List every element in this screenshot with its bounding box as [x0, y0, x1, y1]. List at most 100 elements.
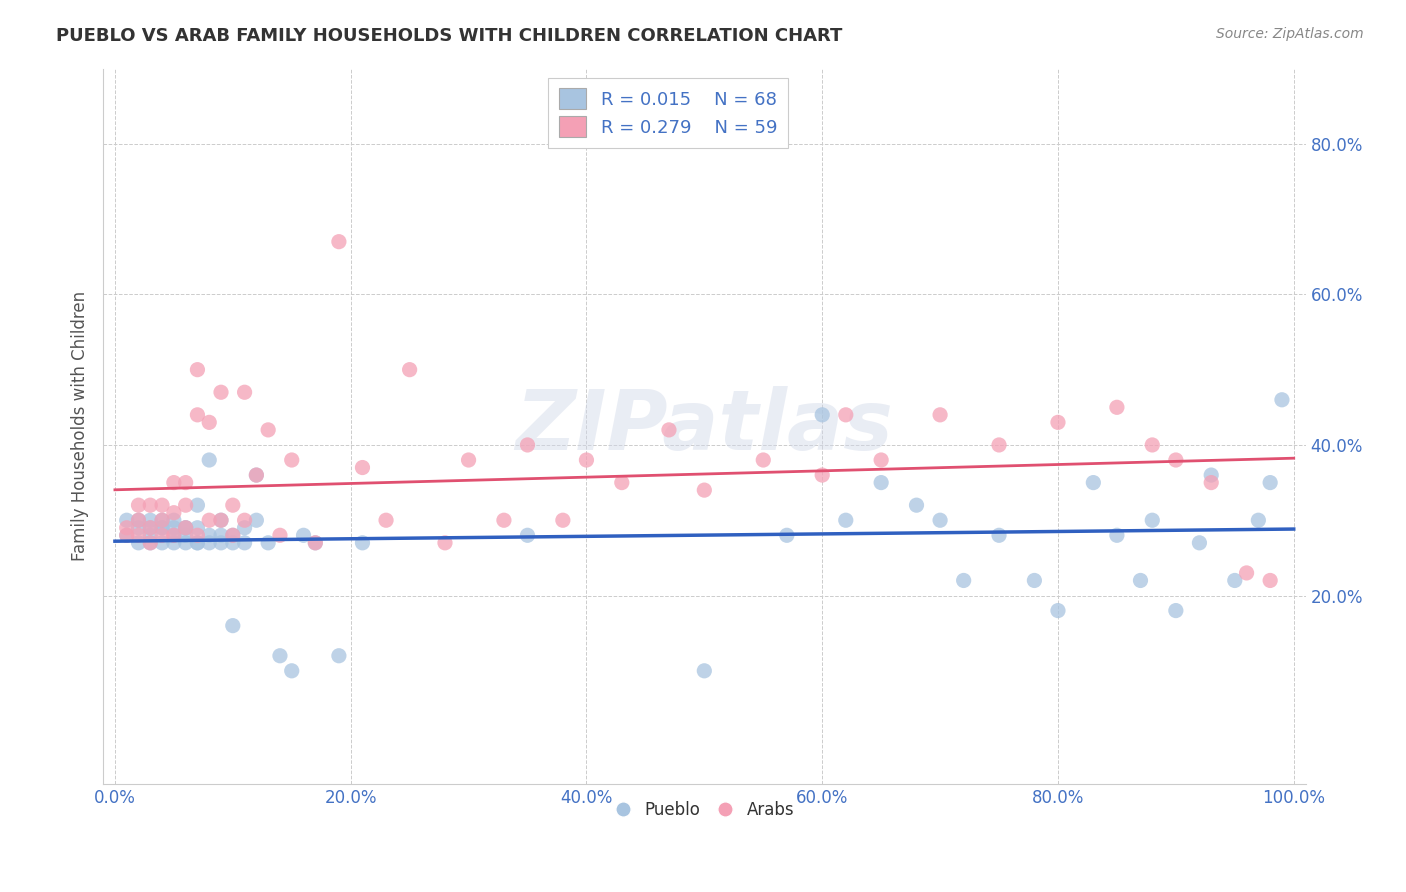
Point: [150, 513, 173, 527]
Point: [457, 453, 479, 467]
Point: [492, 513, 515, 527]
Point: [222, 528, 245, 542]
Point: [115, 521, 138, 535]
Point: [1199, 475, 1222, 490]
Point: [292, 528, 315, 542]
Point: [1142, 438, 1164, 452]
Point: [1142, 513, 1164, 527]
Point: [352, 536, 374, 550]
Y-axis label: Family Households with Children: Family Households with Children: [72, 291, 89, 561]
Point: [198, 513, 221, 527]
Point: [1164, 453, 1187, 467]
Point: [352, 460, 374, 475]
Point: [752, 453, 775, 467]
Point: [1188, 536, 1211, 550]
Point: [257, 536, 280, 550]
Point: [174, 521, 197, 535]
Point: [257, 423, 280, 437]
Point: [328, 648, 350, 663]
Text: Source: ZipAtlas.com: Source: ZipAtlas.com: [1216, 27, 1364, 41]
Point: [186, 498, 208, 512]
Point: [209, 385, 232, 400]
Point: [811, 408, 834, 422]
Point: [1105, 528, 1128, 542]
Point: [128, 513, 150, 527]
Text: ZIPatlas: ZIPatlas: [516, 385, 893, 467]
Point: [150, 513, 173, 527]
Point: [209, 513, 232, 527]
Point: [269, 528, 291, 542]
Point: [1105, 401, 1128, 415]
Point: [209, 536, 232, 550]
Point: [811, 468, 834, 483]
Point: [174, 498, 197, 512]
Point: [222, 536, 245, 550]
Point: [280, 453, 302, 467]
Point: [1199, 468, 1222, 483]
Point: [929, 513, 952, 527]
Point: [174, 521, 197, 535]
Point: [1236, 566, 1258, 580]
Point: [222, 528, 245, 542]
Point: [150, 536, 173, 550]
Point: [139, 521, 162, 535]
Point: [163, 528, 186, 542]
Point: [375, 513, 398, 527]
Point: [1258, 475, 1281, 490]
Point: [233, 385, 256, 400]
Point: [186, 362, 208, 376]
Point: [198, 536, 221, 550]
Point: [150, 521, 173, 535]
Point: [1129, 574, 1152, 588]
Point: [835, 513, 858, 527]
Point: [1024, 574, 1046, 588]
Point: [929, 408, 952, 422]
Point: [163, 475, 186, 490]
Point: [988, 438, 1011, 452]
Point: [1083, 475, 1105, 490]
Point: [658, 423, 681, 437]
Legend: Pueblo, Arabs: Pueblo, Arabs: [607, 794, 801, 825]
Point: [245, 468, 267, 483]
Point: [870, 475, 893, 490]
Point: [163, 521, 186, 535]
Point: [139, 498, 162, 512]
Point: [693, 483, 716, 497]
Point: [209, 513, 232, 527]
Point: [280, 664, 302, 678]
Point: [174, 528, 197, 542]
Point: [174, 521, 197, 535]
Point: [198, 528, 221, 542]
Point: [516, 438, 538, 452]
Point: [186, 521, 208, 535]
Point: [1046, 416, 1069, 430]
Point: [128, 528, 150, 542]
Point: [870, 453, 893, 467]
Point: [198, 416, 221, 430]
Point: [304, 536, 326, 550]
Point: [139, 521, 162, 535]
Point: [693, 664, 716, 678]
Point: [128, 536, 150, 550]
Point: [174, 475, 197, 490]
Point: [115, 528, 138, 542]
Point: [776, 528, 799, 542]
Point: [516, 528, 538, 542]
Point: [1271, 392, 1294, 407]
Point: [128, 498, 150, 512]
Point: [1223, 574, 1246, 588]
Point: [328, 235, 350, 249]
Point: [1258, 574, 1281, 588]
Point: [163, 513, 186, 527]
Point: [245, 468, 267, 483]
Point: [163, 536, 186, 550]
Point: [139, 528, 162, 542]
Point: [139, 536, 162, 550]
Point: [433, 536, 456, 550]
Point: [139, 513, 162, 527]
Point: [186, 408, 208, 422]
Point: [575, 453, 598, 467]
Point: [988, 528, 1011, 542]
Point: [551, 513, 574, 527]
Point: [245, 513, 267, 527]
